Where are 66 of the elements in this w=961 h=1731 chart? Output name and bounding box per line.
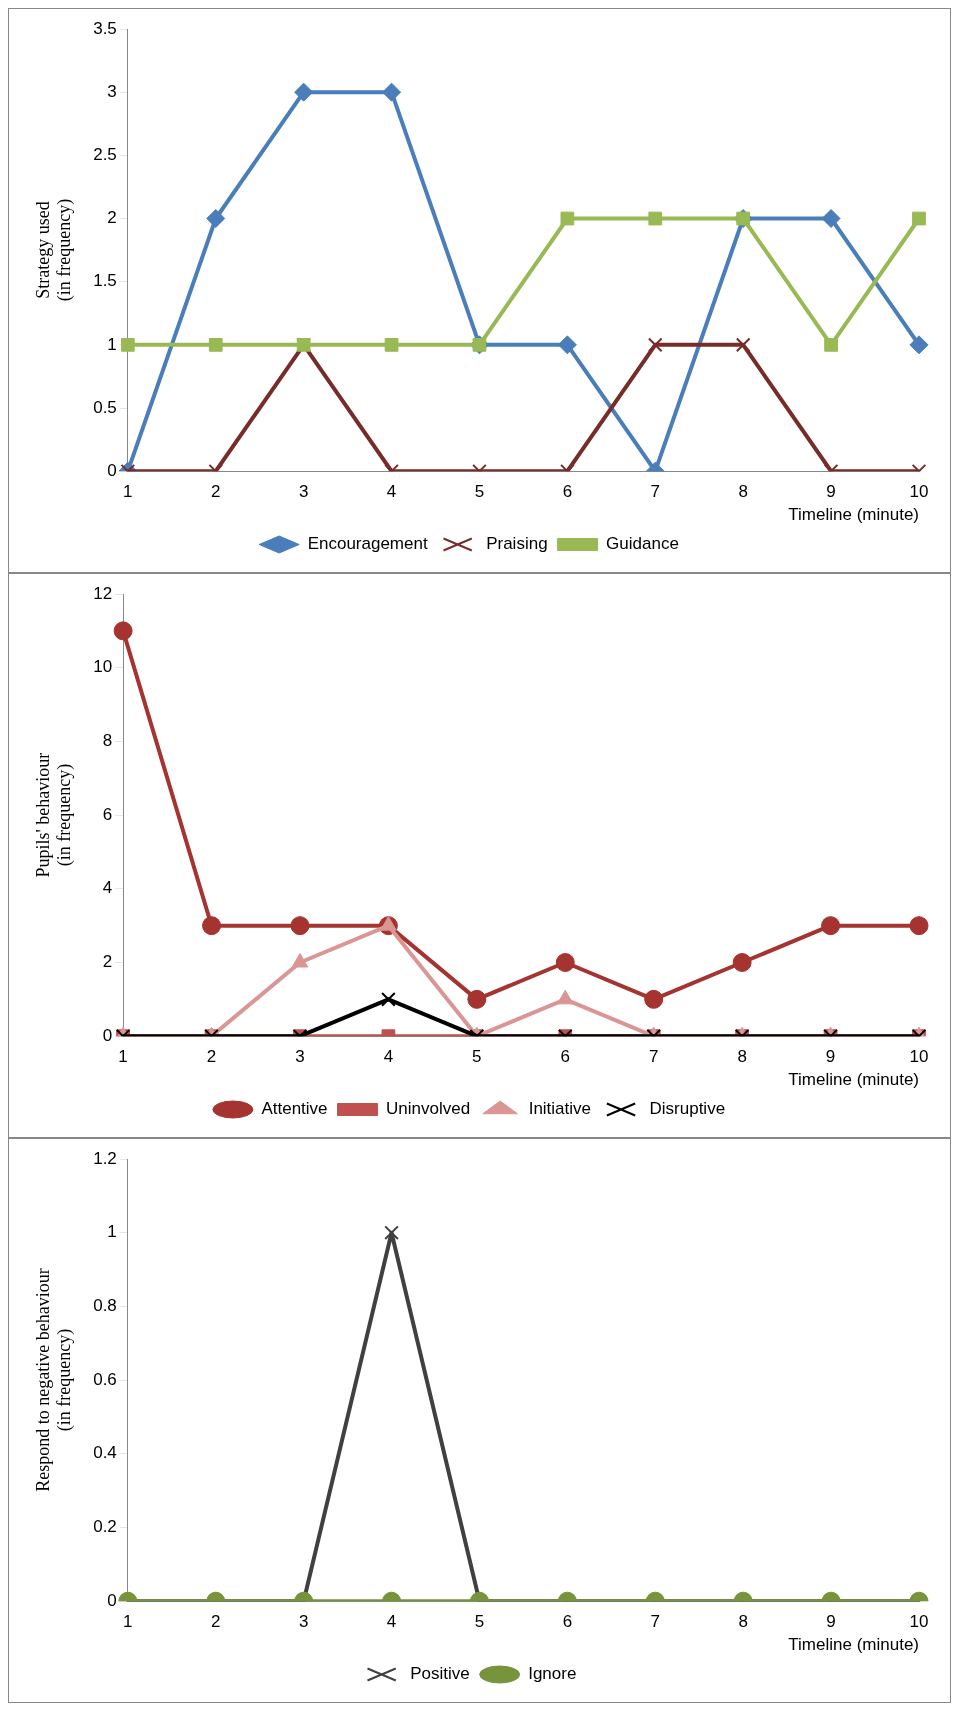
y-tick-label: 2.5 bbox=[93, 145, 117, 165]
y-tick-label: 0.8 bbox=[93, 1296, 117, 1316]
x-tick-label: 2 bbox=[211, 1612, 221, 1632]
y-tick-label: 1.5 bbox=[93, 271, 117, 291]
x-tick-label: 7 bbox=[650, 1612, 661, 1632]
y-tick-label: 0.6 bbox=[93, 1369, 117, 1389]
x-tick-label: 1 bbox=[123, 482, 133, 502]
y-tick-label: 8 bbox=[102, 731, 113, 751]
x-axis-title: Timeline (minute) bbox=[788, 1070, 919, 1090]
x-tick-label: 8 bbox=[738, 482, 748, 502]
y-axis-title: Strategy used (in frequency) bbox=[32, 198, 76, 302]
x-tick-label: 3 bbox=[295, 1047, 305, 1067]
x-axis-title: Timeline (minute) bbox=[788, 505, 919, 525]
y-tick-label: 12 bbox=[93, 583, 113, 603]
y-tick-label: 0.2 bbox=[93, 1517, 117, 1537]
y-tick-label: 1.2 bbox=[93, 1148, 117, 1168]
x-tick-label: 7 bbox=[648, 1047, 659, 1067]
x-tick-label: 1 bbox=[123, 1612, 133, 1632]
x-tick-label: 4 bbox=[386, 1612, 397, 1632]
y-tick-label: 2 bbox=[102, 952, 113, 972]
y-tick-label: 6 bbox=[102, 804, 113, 824]
x-tick-label: 2 bbox=[211, 482, 221, 502]
legend-label: Initiative bbox=[528, 1099, 592, 1119]
x-tick-label: 6 bbox=[560, 1047, 571, 1067]
x-tick-label: 5 bbox=[474, 1612, 485, 1632]
y-tick-label: 0.4 bbox=[93, 1443, 117, 1463]
legend-label: Encouragement bbox=[307, 534, 428, 554]
y-axis-title: Respond to negative behaviour (in frequency) bbox=[32, 1268, 76, 1492]
x-tick-label: 5 bbox=[474, 482, 485, 502]
y-tick-label: 1 bbox=[107, 1222, 117, 1242]
y-tick-label: 4 bbox=[102, 878, 113, 898]
x-tick-label: 3 bbox=[298, 1612, 309, 1632]
x-tick-label: 3 bbox=[298, 482, 309, 502]
x-tick-label: 6 bbox=[562, 482, 573, 502]
legend-label: Uninvolved bbox=[386, 1099, 471, 1119]
y-tick-label: 10 bbox=[93, 657, 113, 677]
y-tick-label: 0 bbox=[102, 1025, 113, 1045]
y-axis-title: Pupils' behaviour (in frequency) bbox=[32, 752, 76, 878]
x-tick-label: 7 bbox=[650, 482, 661, 502]
x-tick-label: 8 bbox=[737, 1047, 747, 1067]
x-tick-label: 6 bbox=[562, 1612, 573, 1632]
x-axis-title: Timeline (minute) bbox=[788, 1635, 919, 1655]
x-tick-label: 5 bbox=[472, 1047, 482, 1067]
y-tick-label: 2 bbox=[107, 208, 117, 228]
x-tick-label: 2 bbox=[206, 1047, 217, 1067]
y-tick-label: 0 bbox=[107, 1590, 117, 1610]
x-tick-label: 4 bbox=[386, 482, 397, 502]
legend-label: Positive bbox=[410, 1664, 470, 1684]
x-tick-label: 10 bbox=[909, 1612, 929, 1632]
x-tick-label: 4 bbox=[383, 1047, 394, 1067]
legend-label: Guidance bbox=[606, 534, 679, 554]
x-tick-label: 9 bbox=[825, 1047, 836, 1067]
y-tick-label: 3.5 bbox=[93, 18, 117, 38]
y-tick-label: 0 bbox=[107, 460, 117, 480]
x-tick-label: 9 bbox=[826, 1612, 836, 1632]
y-tick-label: 0.5 bbox=[93, 397, 117, 417]
legend-label: Attentive bbox=[261, 1099, 328, 1119]
legend-label: Ignore bbox=[528, 1664, 577, 1684]
x-tick-label: 9 bbox=[826, 482, 836, 502]
x-tick-label: 8 bbox=[738, 1612, 748, 1632]
x-tick-label: 10 bbox=[909, 1047, 929, 1067]
x-tick-label: 10 bbox=[909, 482, 929, 502]
legend-label: Praising bbox=[486, 534, 548, 554]
y-tick-label: 1 bbox=[107, 334, 117, 354]
y-tick-label: 3 bbox=[107, 81, 117, 101]
legend-label: Disruptive bbox=[649, 1099, 726, 1119]
